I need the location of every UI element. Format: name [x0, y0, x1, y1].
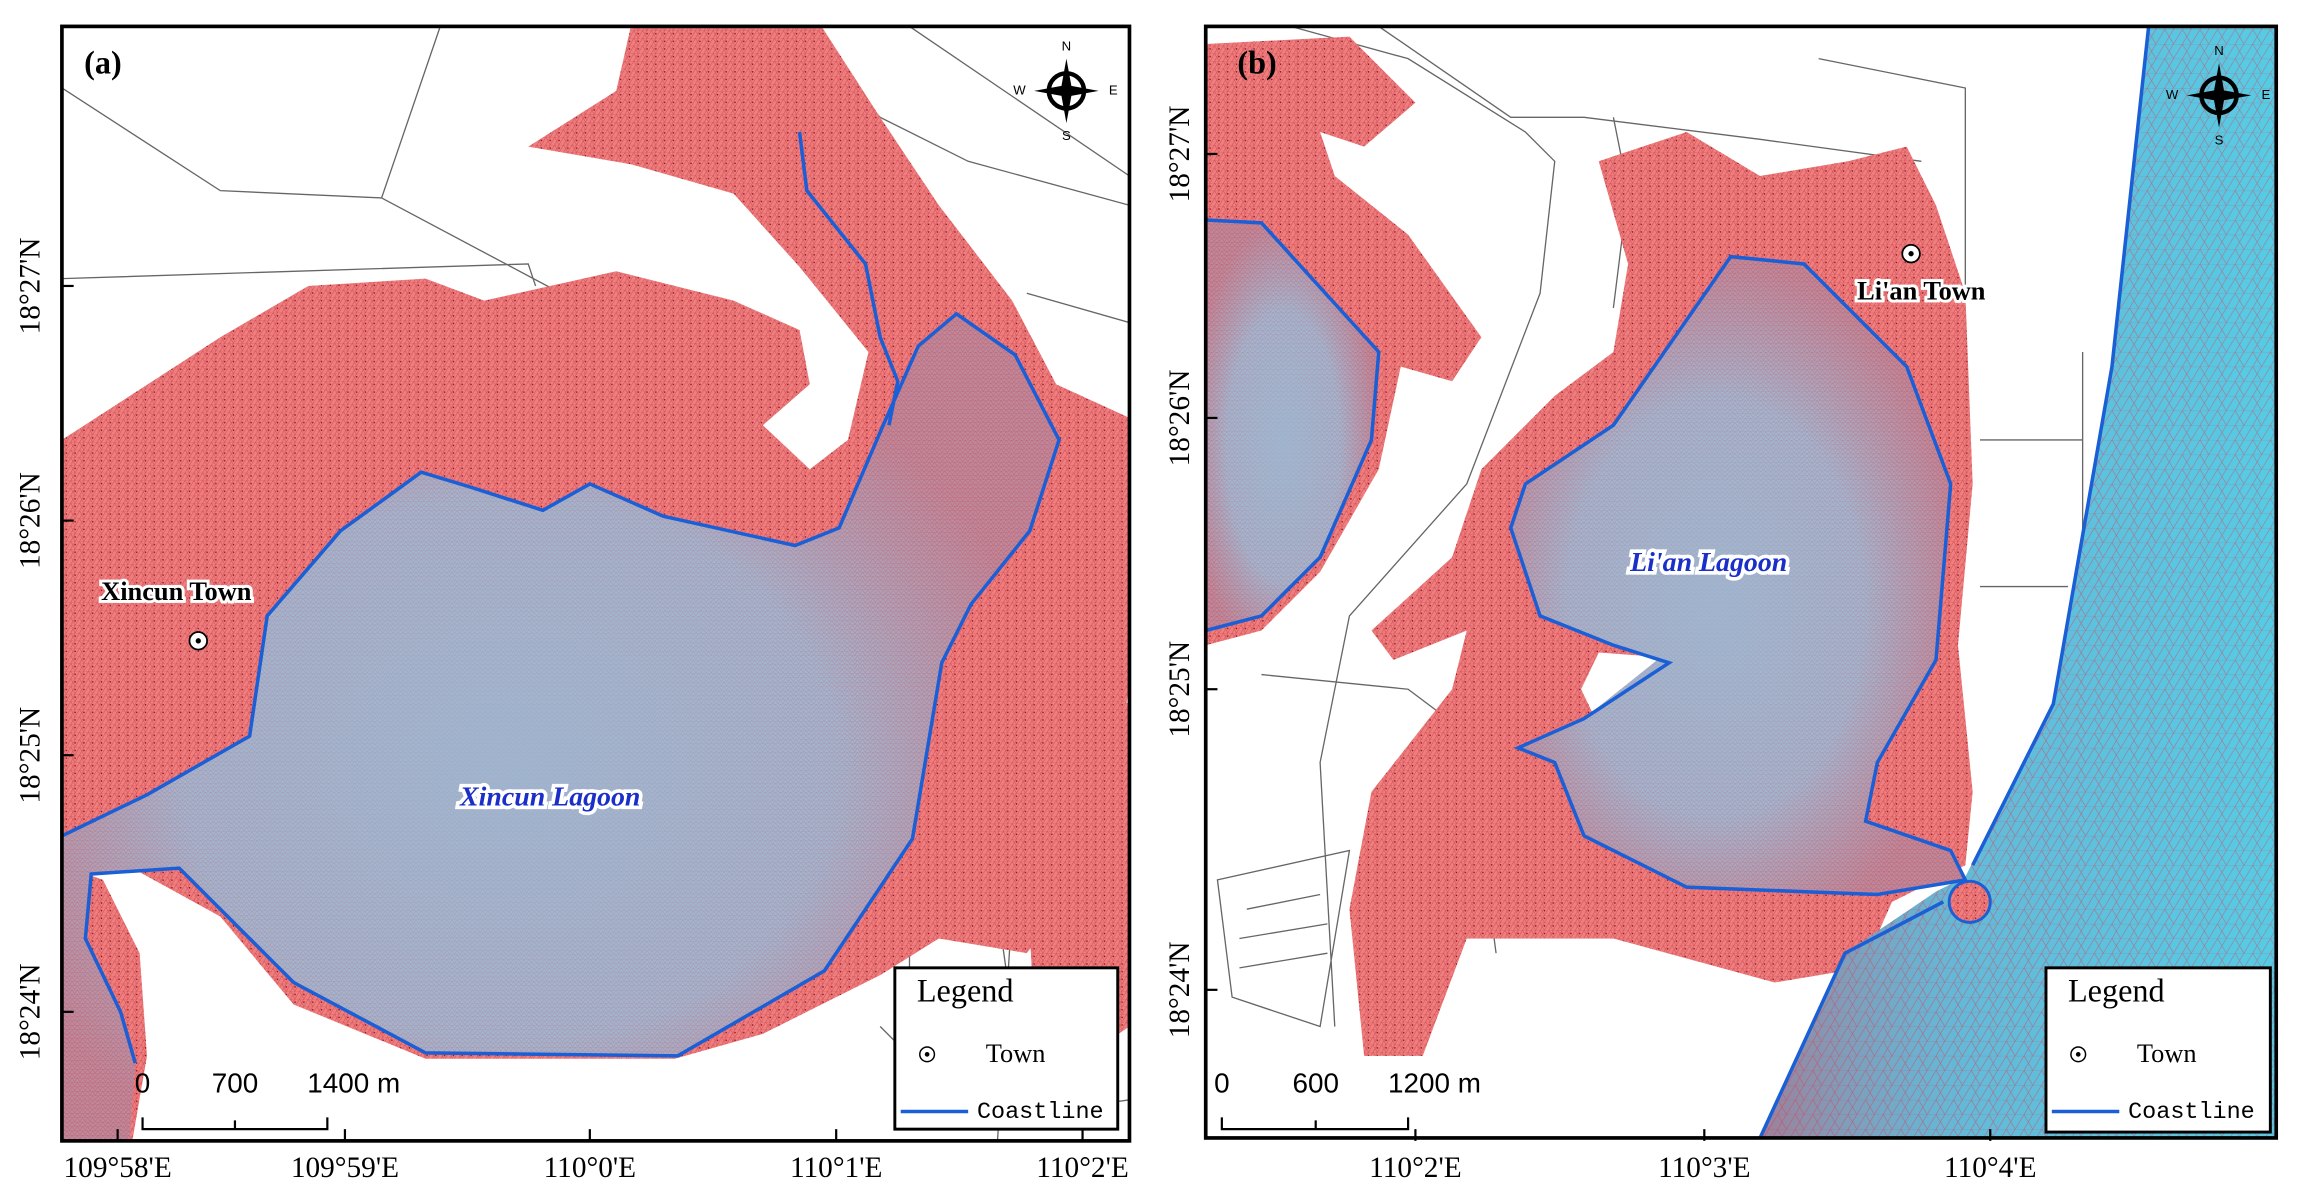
latitude-label: 18°26'N: [1164, 370, 1196, 467]
scale-bar: [141, 1117, 329, 1131]
lagoon-label: Xincun Lagoon: [459, 782, 640, 813]
legend-label: Coastline: [977, 1099, 1104, 1126]
longitude-label: 109°58'E: [64, 1152, 172, 1184]
compass-label: S: [1062, 128, 1071, 143]
scale-label: 600: [1292, 1068, 1338, 1099]
compass-star: [2186, 63, 2252, 128]
legend-town-dot: [2075, 1052, 2081, 1057]
latitude-label: 18°25'N: [14, 707, 46, 804]
latitude-label: 18°25'N: [1164, 641, 1196, 738]
latitude-label: 18°26'N: [14, 472, 46, 569]
longitude-label: 110°0'E: [544, 1152, 636, 1184]
compass-label: N: [1062, 38, 1072, 53]
scale-label: 0: [1214, 1068, 1230, 1099]
longitude-label: 110°2'E: [1036, 1152, 1128, 1184]
panel-b-map: [1205, 26, 2277, 1138]
longitude-label: 110°3'E: [1658, 1152, 1750, 1184]
scale-label: 1200 m: [1388, 1068, 1481, 1099]
town-label: Xincun Town: [101, 576, 252, 606]
legend-town-dot: [924, 1052, 930, 1057]
longitude-label: 110°2'E: [1369, 1152, 1461, 1184]
latitude-label: 18°24'N: [14, 963, 46, 1060]
town-marker-dot: [195, 638, 201, 644]
legend-title: Legend: [2068, 973, 2165, 1009]
compass-label: E: [1109, 82, 1118, 97]
panel-frame: [1203, 24, 2279, 1140]
compass-label: W: [1013, 82, 1026, 97]
compass-star: [1034, 58, 1099, 124]
panel-label: (b): [1237, 44, 1276, 80]
legend-label: Town: [2137, 1038, 2197, 1068]
panel-a-map: [61, 26, 1130, 1141]
panel-label: (a): [84, 44, 122, 80]
longitude-label: 109°59'E: [291, 1152, 399, 1184]
town-marker-dot: [1908, 251, 1914, 257]
legend-title: Legend: [917, 973, 1014, 1009]
longitude-label: 110°4'E: [1944, 1152, 2036, 1184]
longitude-label: 110°1'E: [790, 1152, 882, 1184]
scale-label: 0: [135, 1068, 150, 1099]
scale-label: 1400 m: [307, 1068, 400, 1099]
latitude-label: 18°27'N: [14, 238, 46, 335]
scale-bar: [1220, 1117, 1410, 1131]
lagoon-label: Li'an Lagoon: [1629, 547, 1787, 578]
scale-label: 700: [212, 1068, 258, 1099]
latitude-label: 18°27'N: [1164, 106, 1196, 203]
legend-label: Coastline: [2128, 1099, 2255, 1126]
compass-label: W: [2166, 87, 2179, 102]
compass-label: S: [2215, 132, 2224, 147]
compass-label: E: [2262, 87, 2271, 102]
town-label: Li'an Town: [1857, 275, 1986, 305]
latitude-label: 18°24'N: [1164, 941, 1196, 1038]
panel-frame: [60, 24, 1132, 1143]
legend-label: Town: [986, 1038, 1046, 1068]
compass-label: N: [2214, 43, 2224, 58]
